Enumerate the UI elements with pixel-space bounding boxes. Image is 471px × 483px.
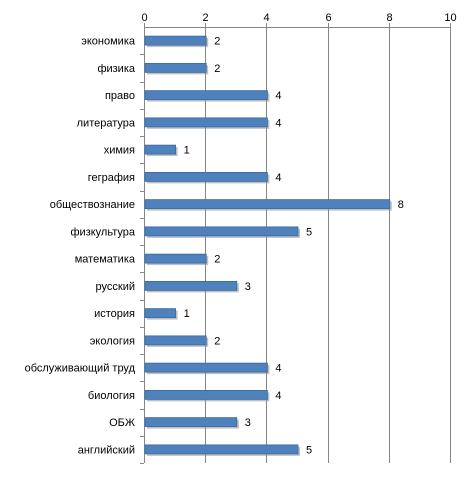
bar [144,335,207,346]
category-label: математика [75,254,136,266]
bar [144,444,299,455]
data-label: 1 [184,308,190,320]
x-tick-label: 8 [386,12,392,24]
category-label: английский [78,444,135,456]
bar [144,199,391,210]
data-label: 8 [398,199,404,211]
bar [144,62,207,73]
category-label: обслуживающий труд [25,363,136,375]
x-tick-label: 4 [263,12,269,24]
bar [144,362,268,373]
bar [144,253,207,264]
category-label: право [105,90,135,102]
category-label: обществознание [50,199,135,211]
bar [144,280,238,291]
category-label: химия [104,145,135,157]
category-label: история [94,308,135,320]
category-label: биология [88,390,135,402]
data-label: 5 [306,444,312,456]
x-tick-label: 2 [202,12,208,24]
category-label: ОБЖ [109,417,135,429]
bar [144,389,268,400]
x-tick-label: 10 [444,12,456,24]
data-label: 5 [306,226,312,238]
category-labels: экономика физика право литература химия гегра… [25,36,136,457]
x-axis-ticks: 0 2 4 6 8 10 [141,12,457,27]
bar [144,308,177,319]
data-label: 2 [214,254,220,266]
axes [140,27,450,464]
bars [144,35,392,456]
x-tick-label: 6 [325,12,331,24]
data-labels: 2 2 4 4 1 4 8 5 2 3 1 2 4 4 3 5 [184,36,404,457]
data-label: 2 [214,63,220,75]
category-label: физкультура [71,226,136,238]
category-label: физика [97,63,135,75]
data-label: 2 [214,36,220,48]
data-label: 1 [184,145,190,157]
category-label: экология [90,335,135,347]
data-label: 4 [275,390,281,402]
data-label: 4 [275,117,281,129]
category-label: геграфия [88,172,135,184]
bar [144,417,238,428]
x-tick-label: 0 [141,12,147,24]
data-label: 4 [275,172,281,184]
data-label: 3 [245,417,251,429]
data-label: 3 [245,281,251,293]
bar [144,226,299,237]
category-label: экономика [81,36,136,48]
data-label: 4 [275,90,281,102]
data-label: 4 [275,363,281,375]
category-label: русский [96,281,135,293]
bar [144,117,268,128]
category-label: литература [77,117,136,129]
bar [144,171,268,182]
bar [144,35,207,46]
bar [144,144,177,155]
bar [144,90,268,101]
data-label: 2 [214,335,220,347]
